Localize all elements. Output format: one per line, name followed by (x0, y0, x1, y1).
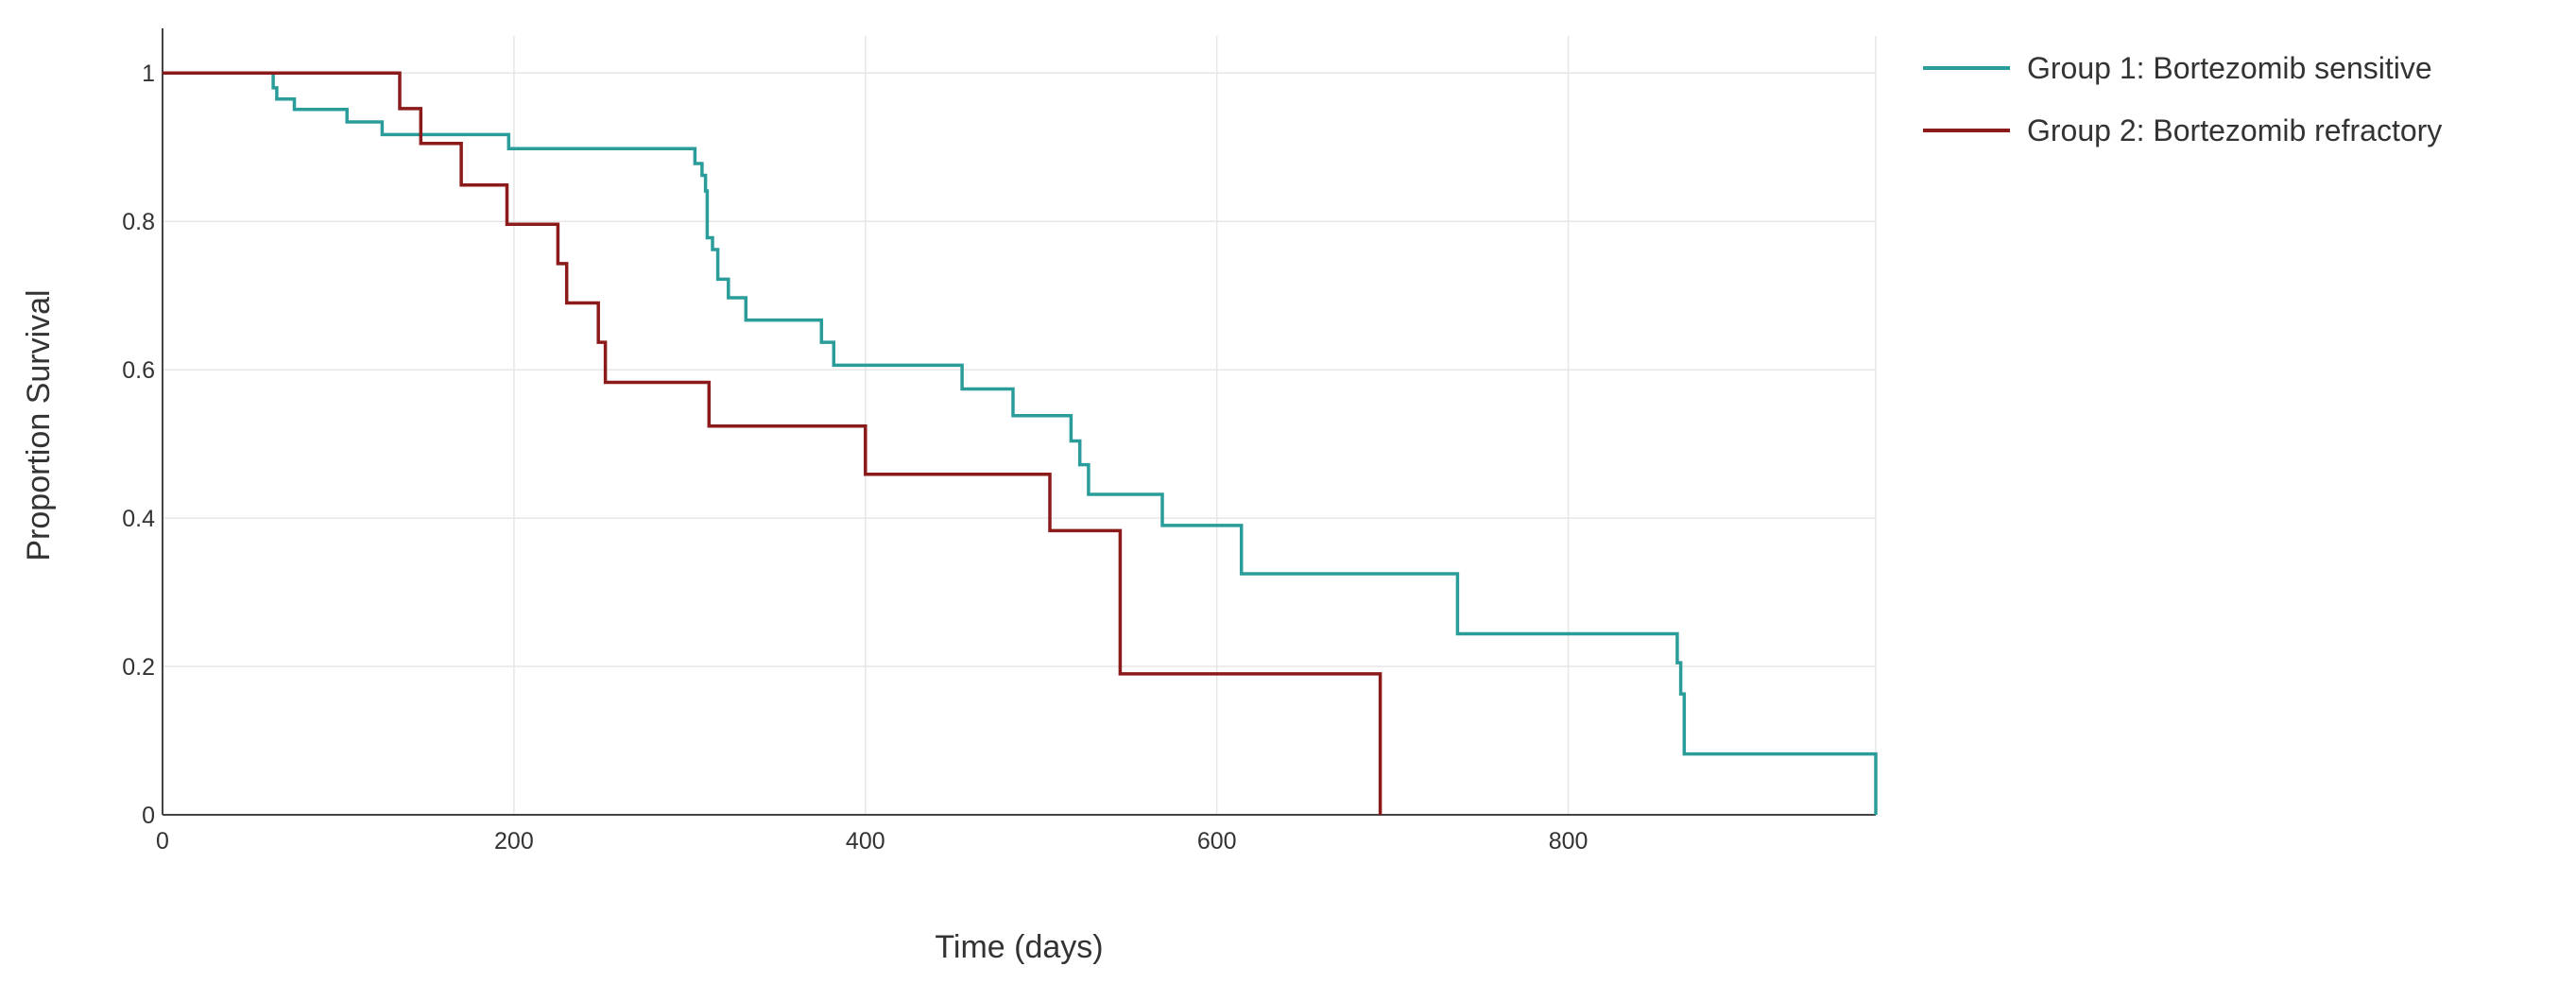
axes (162, 28, 1876, 816)
y-tick-label: 0.6 (122, 357, 155, 384)
series-lines (163, 71, 1878, 815)
x-axis-title: Time (days) (935, 929, 1103, 965)
legend-label-refractory: Group 2: Bortezomib refractory (2027, 113, 2442, 147)
x-tick-label: 600 (1197, 828, 1237, 855)
x-tick-label: 200 (494, 828, 534, 855)
x-tick-labels: 0 200 400 600 800 (156, 828, 1588, 855)
y-tick-label: 0.4 (122, 506, 155, 532)
y-axis-title: Proportion Survival (21, 289, 57, 561)
x-tick-label: 800 (1549, 828, 1589, 855)
y-tick-labels: 0 0.2 0.4 0.6 0.8 1 (122, 60, 155, 829)
y-tick-label: 0.2 (122, 654, 155, 681)
y-tick-label: 0.8 (122, 209, 155, 235)
y-tick-label: 0 (142, 803, 155, 829)
x-tick-label: 0 (156, 828, 169, 855)
legend-label-sensitive: Group 1: Bortezomib sensitive (2027, 51, 2432, 85)
y-tick-label: 1 (142, 60, 155, 87)
grid (163, 36, 1877, 815)
x-tick-label: 400 (846, 828, 885, 855)
legend: Group 1: Bortezomib sensitive Group 2: B… (1923, 51, 2442, 147)
series-line-refractory (163, 71, 1382, 815)
series-line-sensitive (163, 71, 1878, 815)
